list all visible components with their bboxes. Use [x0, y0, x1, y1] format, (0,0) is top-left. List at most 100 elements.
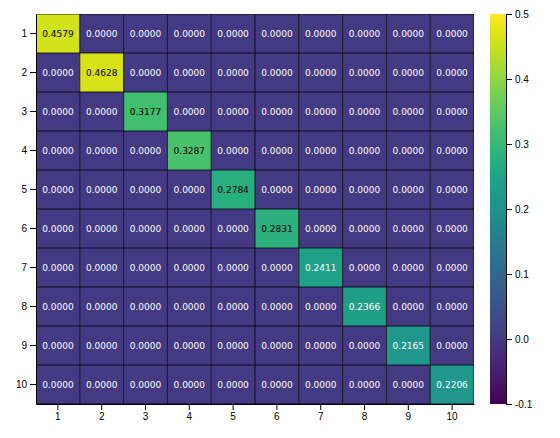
tick-label: 5 [21, 184, 27, 195]
data-label: 0.0000 [42, 185, 74, 195]
heatmap-cell [211, 365, 255, 404]
heatmap-cell [36, 131, 80, 170]
tick-label: 0.2 [515, 204, 529, 215]
heatmap-cell [124, 248, 168, 287]
tick: 4 [187, 404, 193, 422]
heatmap-cell [343, 248, 387, 287]
data-label: 0.0000 [261, 107, 293, 117]
heatmap-cell [255, 248, 299, 287]
heatmap-cell [167, 365, 211, 404]
tick-mark [506, 14, 512, 15]
data-label: 0.0000 [305, 107, 337, 117]
heatmap-cell [299, 248, 343, 287]
heatmap-cell [80, 53, 124, 92]
data-label: 0.0000 [217, 146, 249, 156]
heatmap-cell [386, 92, 430, 131]
data-label: 0.0000 [349, 380, 381, 390]
heatmap-cell [430, 209, 474, 248]
heatmap-cell [386, 326, 430, 365]
data-label: 0.0000 [130, 29, 162, 39]
heatmap-cell [255, 131, 299, 170]
tick: 8 [362, 404, 368, 422]
data-label: 0.0000 [436, 302, 468, 312]
heatmap-cell [299, 209, 343, 248]
heatmap-cell [299, 14, 343, 53]
heatmap-cell [386, 53, 430, 92]
cell-grid [36, 14, 474, 404]
heatmap-cell [167, 287, 211, 326]
heatmap-cell [80, 365, 124, 404]
heatmap-cell [386, 365, 430, 404]
heatmap-cell [343, 53, 387, 92]
data-label: 0.0000 [305, 341, 337, 351]
data-label: 0.0000 [261, 185, 293, 195]
tick: 1 [55, 404, 61, 422]
heatmap-cell [430, 365, 474, 404]
heatmap-cell [124, 131, 168, 170]
data-label: 0.0000 [174, 380, 206, 390]
heatmap-cell [386, 14, 430, 53]
heatmap-cell [124, 326, 168, 365]
data-label: 0.0000 [174, 185, 206, 195]
data-label: 0.0000 [305, 29, 337, 39]
heatmap-cell [124, 170, 168, 209]
data-label: 0.0000 [349, 341, 381, 351]
tick-mark [30, 111, 36, 112]
heatmap-cell [343, 14, 387, 53]
heatmap-cell [36, 92, 80, 131]
data-label: 0.0000 [261, 341, 293, 351]
data-label: 0.0000 [436, 146, 468, 156]
cells [36, 14, 474, 404]
data-label: 0.0000 [261, 263, 293, 273]
tick: 10 [16, 379, 36, 390]
grid-line [36, 365, 474, 366]
grid-line [36, 326, 474, 327]
grid-line [36, 131, 474, 132]
heatmap-cell [343, 365, 387, 404]
heatmap-cell [167, 53, 211, 92]
heatmap-cell [167, 170, 211, 209]
data-label: 0.0000 [393, 302, 425, 312]
data-label: 0.0000 [436, 185, 468, 195]
tick-label: 10 [447, 411, 459, 422]
heatmap-cell [430, 248, 474, 287]
data-label: 0.0000 [305, 185, 337, 195]
data-label: 0.0000 [261, 68, 293, 78]
grid-line [36, 92, 474, 93]
data-label: 0.0000 [349, 185, 381, 195]
data-label: 0.0000 [261, 380, 293, 390]
data-label: 0.0000 [436, 68, 468, 78]
tick-label: 0.0 [515, 334, 529, 345]
tick-mark [276, 404, 277, 410]
tick: 0.2 [506, 204, 529, 215]
data-label: 0.0000 [393, 185, 425, 195]
tick-mark [189, 404, 190, 410]
heatmap-cell [343, 170, 387, 209]
data-label: 0.0000 [305, 380, 337, 390]
heatmap-cell [167, 248, 211, 287]
tick: 0.3 [506, 139, 529, 150]
data-label: 0.0000 [393, 68, 425, 78]
heatmap-cell [255, 326, 299, 365]
heatmap-cell [36, 170, 80, 209]
heatmap-cell [299, 365, 343, 404]
tick: 0.4 [506, 74, 529, 85]
heatmap-cell [386, 287, 430, 326]
heatmap-cell [211, 287, 255, 326]
heatmap-cell [80, 170, 124, 209]
data-label: 0.0000 [217, 68, 249, 78]
heatmap-cell [299, 131, 343, 170]
tick-mark [30, 384, 36, 385]
tick-mark [101, 404, 102, 410]
tick: 3 [143, 404, 149, 422]
tick-mark [30, 33, 36, 34]
heatmap-cell [211, 209, 255, 248]
heatmap-cell [430, 287, 474, 326]
data-label: 0.0000 [86, 224, 118, 234]
data-label: 0.0000 [174, 224, 206, 234]
tick-mark [506, 79, 512, 80]
data-label: 0.0000 [217, 107, 249, 117]
tick: 10 [447, 404, 459, 422]
heatmap-cell [124, 92, 168, 131]
tick: 6 [21, 223, 36, 234]
